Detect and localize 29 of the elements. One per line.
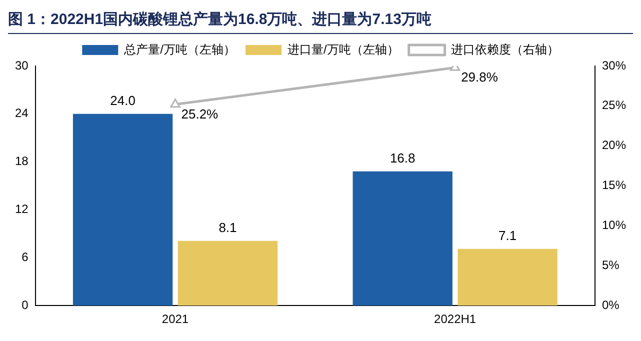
y2-tick-label: 15% — [602, 178, 626, 192]
bar — [458, 248, 558, 306]
y-tick-label: 18 — [14, 154, 29, 168]
y-tick-label: 6 — [22, 250, 29, 264]
legend-label: 总产量/万吨（左轴） — [123, 42, 236, 56]
y2-tick-label: 5% — [602, 258, 620, 272]
y2-tick-label: 30% — [602, 58, 626, 72]
y-tick-label: 12 — [14, 202, 29, 216]
y2-tick-label: 0% — [602, 298, 620, 312]
y-tick-label: 24 — [14, 106, 29, 120]
y2-tick-label: 20% — [602, 138, 626, 152]
bar — [178, 240, 278, 306]
data-label: 8.1 — [218, 220, 237, 235]
chart-title: 图 1：2022H1国内碳酸锂总产量为16.8万吨、进口量为7.13万吨 — [8, 8, 633, 34]
data-label: 16.8 — [390, 150, 416, 166]
legend-label: 进口依赖度（右轴） — [450, 42, 559, 56]
data-label: 25.2% — [181, 106, 219, 122]
bar — [352, 171, 452, 306]
legend-label: 进口量/万吨（左轴） — [288, 42, 399, 56]
data-label: 7.1 — [498, 228, 517, 243]
x-tick-label: 2021 — [162, 312, 189, 326]
data-label: 24.0 — [110, 93, 136, 108]
y2-tick-label: 10% — [602, 218, 626, 232]
x-tick-label: 2022H1 — [434, 312, 476, 326]
bar — [72, 114, 173, 306]
y2-tick-label: 25% — [602, 98, 626, 112]
data-label: 29.8% — [461, 70, 498, 85]
y-tick-label: 30 — [14, 58, 29, 72]
y-tick-label: 0 — [22, 298, 29, 312]
